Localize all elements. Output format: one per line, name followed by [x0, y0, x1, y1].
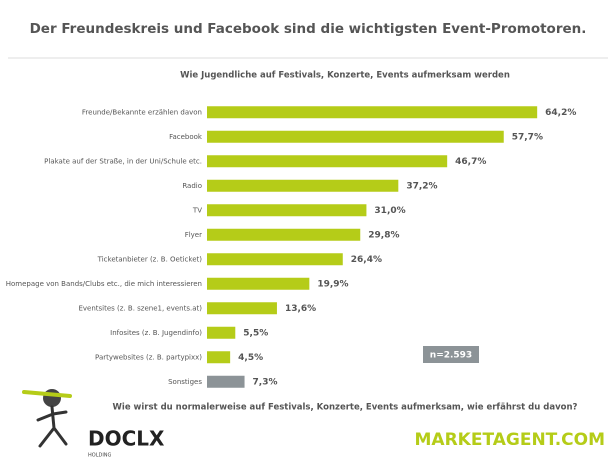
category-label: Ticketanbieter (z. B. Oeticket)	[97, 255, 203, 263]
logo-left: DOCLX	[88, 427, 165, 451]
bar	[207, 302, 277, 315]
bar	[207, 253, 343, 266]
value-label: 4,5%	[238, 353, 263, 363]
value-label: 37,2%	[406, 181, 437, 191]
bar	[207, 277, 310, 290]
annotation-box	[423, 346, 479, 363]
annotation: n=2.593	[430, 351, 472, 361]
value-label: 26,4%	[351, 255, 382, 265]
bar	[207, 351, 231, 364]
value-label: 19,9%	[317, 279, 348, 289]
mascot	[22, 389, 72, 448]
category-label: Facebook	[169, 133, 203, 141]
page-title: Der Freundeskreis und Facebook sind die …	[30, 21, 587, 37]
category-label: Freunde/Bekannte erzählen davon	[82, 108, 202, 116]
category-label: Sonstiges	[168, 378, 202, 386]
value-label: 5,5%	[243, 328, 268, 338]
category-label: TV	[192, 206, 202, 214]
category-label: Plakate auf der Straße, in der Uni/Schul…	[44, 157, 202, 165]
bar	[207, 179, 399, 192]
bar	[207, 106, 538, 119]
value-label: 29,8%	[368, 230, 399, 240]
logo-right: MARKETAGENT.COM	[415, 430, 606, 450]
category-label: Radio	[182, 182, 202, 190]
value-label: 46,7%	[455, 157, 486, 167]
value-label: 31,0%	[374, 206, 405, 216]
bar	[207, 326, 236, 339]
question: Wie wirst du normalerweise auf Festivals…	[113, 403, 578, 413]
value-label: 64,2%	[545, 108, 576, 118]
bar	[207, 155, 448, 168]
category-label: Flyer	[185, 231, 202, 239]
logo-left-sub: HOLDING	[88, 453, 112, 459]
value-label: 7,3%	[253, 377, 278, 387]
value-label: 57,7%	[512, 132, 543, 142]
bar	[207, 130, 504, 143]
category-label: Eventsites (z. B. szene1, events.at)	[78, 304, 202, 312]
category-label: Homepage von Bands/Clubs etc., die mich …	[6, 280, 202, 288]
category-label: Infosites (z. B. Jugendinfo)	[110, 329, 202, 337]
category-label: Partywebsites (z. B. partypixx)	[95, 353, 202, 361]
value-label: 13,6%	[285, 304, 316, 314]
bar	[207, 204, 367, 217]
chart-title: Wie Jugendliche auf Festivals, Konzerte,…	[180, 71, 510, 81]
bar	[207, 375, 245, 388]
bar	[207, 228, 361, 241]
